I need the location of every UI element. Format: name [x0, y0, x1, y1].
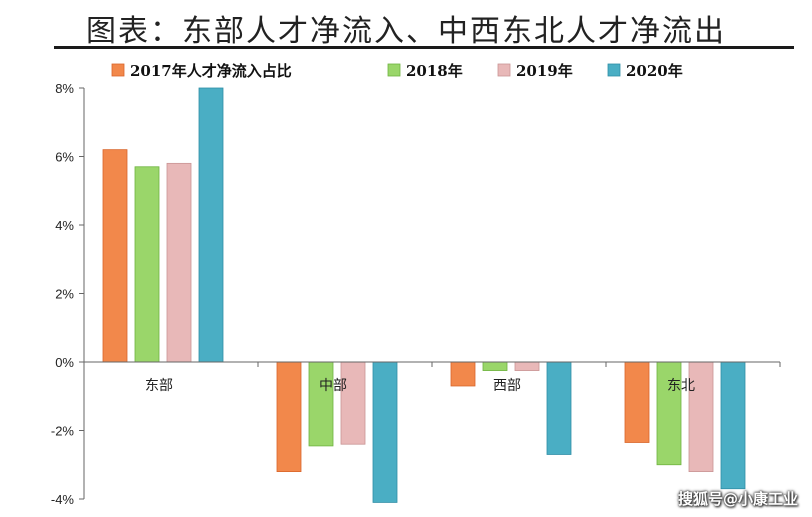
legend-label-0: 2017年人才净流入占比 [130, 62, 292, 80]
bar-东北-1 [656, 361, 682, 466]
legend-label-1: 2018年 [406, 62, 463, 80]
legend-swatch-3 [607, 63, 621, 77]
legend-swatch-2 [497, 63, 511, 77]
legend-label-2: 2019年 [516, 62, 573, 80]
bar-东部-0 [102, 149, 128, 363]
y-tick-label: -4% [51, 492, 75, 507]
bar-中部-0 [276, 361, 302, 472]
bar-西部-3 [546, 361, 572, 455]
y-axis: 8% 6% 4% 2% 0% -2% -4% [51, 81, 85, 507]
bar-东北-2 [688, 361, 714, 472]
watermark: 搜狐号@小康工业 [677, 490, 798, 508]
bar-东部-1 [134, 166, 160, 363]
legend-label-3: 2020年 [626, 62, 683, 80]
x-axis: 东部 中部 西部 东北 [83, 361, 781, 394]
y-tick-label: 8% [55, 81, 74, 96]
title-underline [54, 46, 794, 49]
category-label: 中部 [319, 378, 347, 394]
legend: 2017年人才净流入占比 2018年 2019年 2020年 [111, 62, 683, 80]
chart-title: 图表：东部人才净流入、中西东北人才净流出 [86, 14, 726, 49]
bar-中部-1 [308, 361, 334, 447]
bar-西部-2 [514, 361, 540, 371]
bar-东部-3 [198, 87, 224, 363]
y-tick-label: 2% [55, 287, 74, 302]
bar-中部-2 [340, 361, 366, 445]
y-tick-label: -2% [51, 424, 75, 439]
y-tick-label: 6% [55, 150, 74, 165]
bar-东北-0 [624, 361, 650, 443]
bar-东部-2 [166, 162, 192, 363]
title-area: 图表：东部人才净流入、中西东北人才净流出 [0, 0, 812, 50]
legend-swatch-1 [387, 63, 401, 77]
bars [102, 87, 746, 503]
y-tick-label: 4% [55, 218, 74, 233]
legend-swatch-0 [111, 63, 125, 77]
bar-西部-1 [482, 361, 508, 371]
category-label: 东部 [145, 378, 173, 394]
bar-西部-0 [450, 361, 476, 387]
y-tick-label: 0% [55, 355, 74, 370]
bar-东北-3 [720, 361, 746, 490]
category-label: 西部 [493, 378, 521, 394]
bar-中部-3 [372, 361, 398, 503]
category-label: 东北 [667, 378, 695, 394]
